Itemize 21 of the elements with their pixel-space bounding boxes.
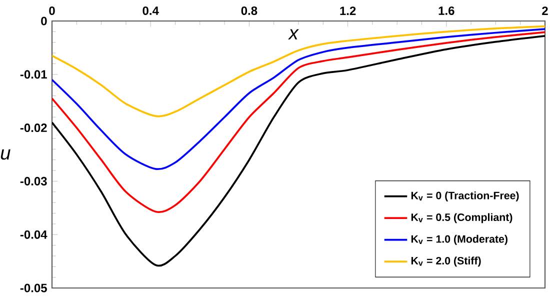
y-tick-label: -0.04 [20, 230, 48, 239]
y-axis-title: u [0, 149, 10, 160]
legend-label: K$_{v}$ = 1.0 (Moderate) [411, 234, 508, 245]
y-tick-label: -0.01 [20, 70, 47, 79]
x-tick-label: 0.4 [142, 6, 159, 15]
y-tick-label: -0.03 [20, 176, 47, 186]
line-series [52, 28, 545, 170]
line-series [52, 31, 545, 213]
x-axis-title: x [288, 29, 299, 40]
x-tick-label: 0 [49, 6, 55, 15]
y-tick-label: -0.05 [20, 284, 47, 292]
y-tick-label: -0.02 [20, 124, 47, 132]
x-tick-label: 2 [542, 6, 548, 15]
x-tick-label: 1.2 [340, 6, 356, 15]
y-tick-label: 0 [41, 16, 47, 26]
legend-label: K$_{v}$ = 0.5 (Compliant) [411, 213, 512, 224]
x-tick-label: 0.8 [241, 6, 258, 15]
x-tick-label: 1.6 [438, 6, 454, 15]
legend-label: K$_{v}$ = 0 (Traction-Free) [411, 191, 519, 202]
legend-label: K$_{v}$ = 2.0 (Stiff) [411, 256, 481, 267]
line-series [52, 25, 545, 118]
